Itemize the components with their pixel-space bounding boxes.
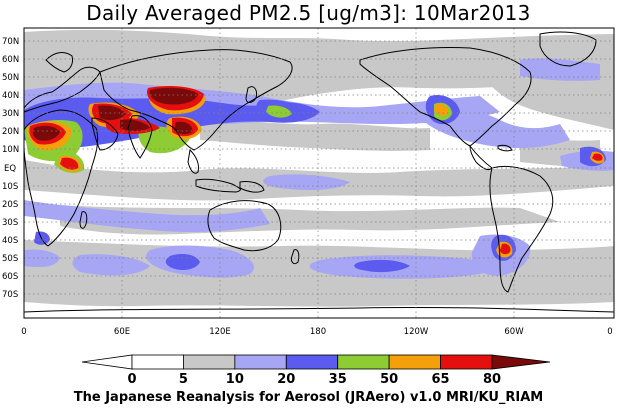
map-frame bbox=[23, 27, 615, 319]
colorbar-tick-label: 0 bbox=[127, 372, 136, 387]
lat-label: 60S bbox=[2, 272, 18, 282]
colorbar-swatches bbox=[81, 354, 551, 370]
lat-label: 50S bbox=[2, 254, 18, 264]
colorbar-tick-label: 80 bbox=[483, 372, 501, 387]
map-title: Daily Averaged PM2.5 [ug/m3]: 10Mar2013 bbox=[86, 1, 531, 25]
colorbar-swatch bbox=[440, 354, 493, 370]
colorbar-tick-label: 5 bbox=[179, 372, 188, 387]
colorbar-tick-label: 35 bbox=[329, 372, 347, 387]
lon-label: 0 bbox=[21, 327, 26, 337]
graticule bbox=[24, 28, 614, 318]
lon-label: 60E bbox=[114, 327, 130, 337]
lat-label: 40N bbox=[2, 91, 19, 101]
colorbar-tick-label: 50 bbox=[380, 372, 398, 387]
lon-label: 180 bbox=[310, 327, 326, 337]
lat-label: 30S bbox=[2, 218, 18, 228]
colorbar-swatch bbox=[131, 354, 184, 370]
lon-label: 0 bbox=[607, 327, 612, 337]
longitude-axis: 0 60E 120E 180 120W 60W 0 bbox=[21, 327, 612, 337]
colorbar-swatch bbox=[285, 354, 339, 370]
lat-label: 20S bbox=[2, 200, 18, 210]
lon-label: 120W bbox=[404, 327, 429, 337]
coastlines bbox=[24, 31, 614, 313]
lat-label: 60N bbox=[2, 55, 19, 65]
colorbar-tick-label: 20 bbox=[277, 372, 295, 387]
credit-line: The Japanese Reanalysis for Aerosol (JRA… bbox=[73, 390, 544, 405]
latitude-axis: 70N 60N 50N 40N 30N 20N 10N EQ 10S 20S 3… bbox=[2, 37, 19, 300]
lat-label: 70S bbox=[2, 290, 18, 300]
lon-label: 120E bbox=[209, 327, 231, 337]
lat-label: 70N bbox=[2, 37, 19, 47]
colorbar-tick-label: 65 bbox=[432, 372, 450, 387]
lat-label: 50N bbox=[2, 73, 19, 83]
colorbar-swatch bbox=[337, 354, 390, 370]
pm25-field bbox=[24, 28, 614, 318]
lat-label: 20N bbox=[2, 127, 19, 137]
lat-label: EQ bbox=[4, 164, 16, 174]
lat-label: 10N bbox=[2, 145, 19, 155]
colorbar-swatch bbox=[183, 354, 236, 370]
colorbar-high-triangle bbox=[491, 354, 551, 370]
colorbar-low-triangle bbox=[81, 354, 133, 370]
lon-label: 60W bbox=[504, 327, 524, 337]
lat-label: 40S bbox=[2, 236, 18, 246]
colorbar-ticks: 0 5 10 20 35 50 65 80 bbox=[127, 372, 501, 387]
colorbar-swatch bbox=[388, 354, 441, 370]
colorbar-tick-label: 10 bbox=[226, 372, 244, 387]
colorbar: 0 5 10 20 35 50 65 80 bbox=[81, 354, 551, 387]
colorbar-swatch bbox=[234, 354, 287, 370]
lat-label: 30N bbox=[2, 109, 19, 119]
band-80-plus bbox=[32, 87, 198, 141]
lat-label: 10S bbox=[2, 182, 18, 192]
